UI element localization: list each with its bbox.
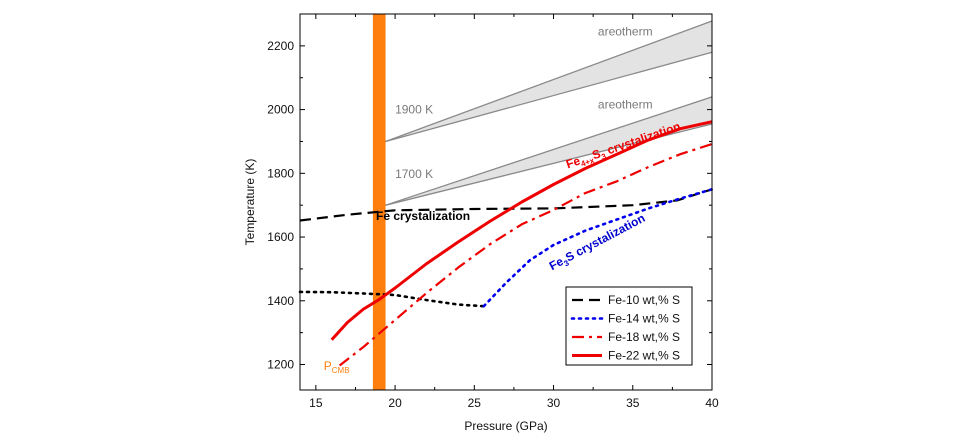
x-tick-label-35: 35 [626, 396, 640, 410]
areotherm-upper-edge-2 [385, 96, 713, 206]
areotherm-bands [385, 20, 713, 206]
y-tick-label-1800: 1800 [267, 166, 294, 180]
areotherm-lower-edge-1 [385, 51, 713, 143]
cmb-band-label: PCMB [324, 359, 350, 375]
legend-label-1: Fe-10 wt,% S [608, 293, 680, 307]
y-tick-label-2200: 2200 [267, 39, 294, 53]
annotation-3: areotherm [598, 24, 653, 38]
legend-box [565, 286, 693, 366]
annotation-1: 1900 K [395, 102, 433, 116]
plot-frame [299, 13, 713, 391]
annotation-4: areotherm [598, 98, 653, 112]
series-lines [298, 120, 714, 367]
series-line-2 [482, 188, 714, 308]
x-tick-label-20: 20 [388, 396, 402, 410]
x-tick-label-40: 40 [705, 396, 719, 410]
y-axis-title: Temperature (K) [243, 159, 257, 246]
annotation-2: 1700 K [395, 167, 433, 181]
cmb-band: PCMB [324, 14, 386, 390]
areotherm-upper-edge-1 [385, 20, 713, 143]
legend-label-3: Fe-18 wt,% S [608, 330, 680, 344]
y-tick-label-2000: 2000 [267, 103, 294, 117]
legend-label-4: Fe-22 wt,% S [608, 349, 680, 363]
y-tick-label-1200: 1200 [267, 358, 294, 372]
legend-label-2: Fe-14 wt,% S [608, 312, 680, 326]
x-tick-label-30: 30 [547, 396, 561, 410]
series-line-3 [338, 142, 713, 367]
legend: Fe-10 wt,% S Fe-14 wt,% S Fe-18 wt,% S Fe-2… [565, 286, 693, 366]
annotation-6: Fe3S crystalization [547, 211, 649, 275]
y-tick-label-1400: 1400 [267, 294, 294, 308]
x-tick-label-25: 25 [468, 396, 482, 410]
series-line-1-lower-branch [298, 290, 486, 308]
series-line-4 [330, 120, 713, 341]
annotation-5: Fe crystalization [376, 209, 470, 223]
x-axis-title: Pressure (GPa) [464, 419, 547, 433]
axes: 15 20 25 30 35 40 1200 1400 1600 1800 2000 2200 [267, 13, 719, 410]
y-tick-label-1600: 1600 [267, 230, 294, 244]
x-tick-label-15: 15 [309, 396, 323, 410]
series-line-1 [299, 188, 713, 222]
